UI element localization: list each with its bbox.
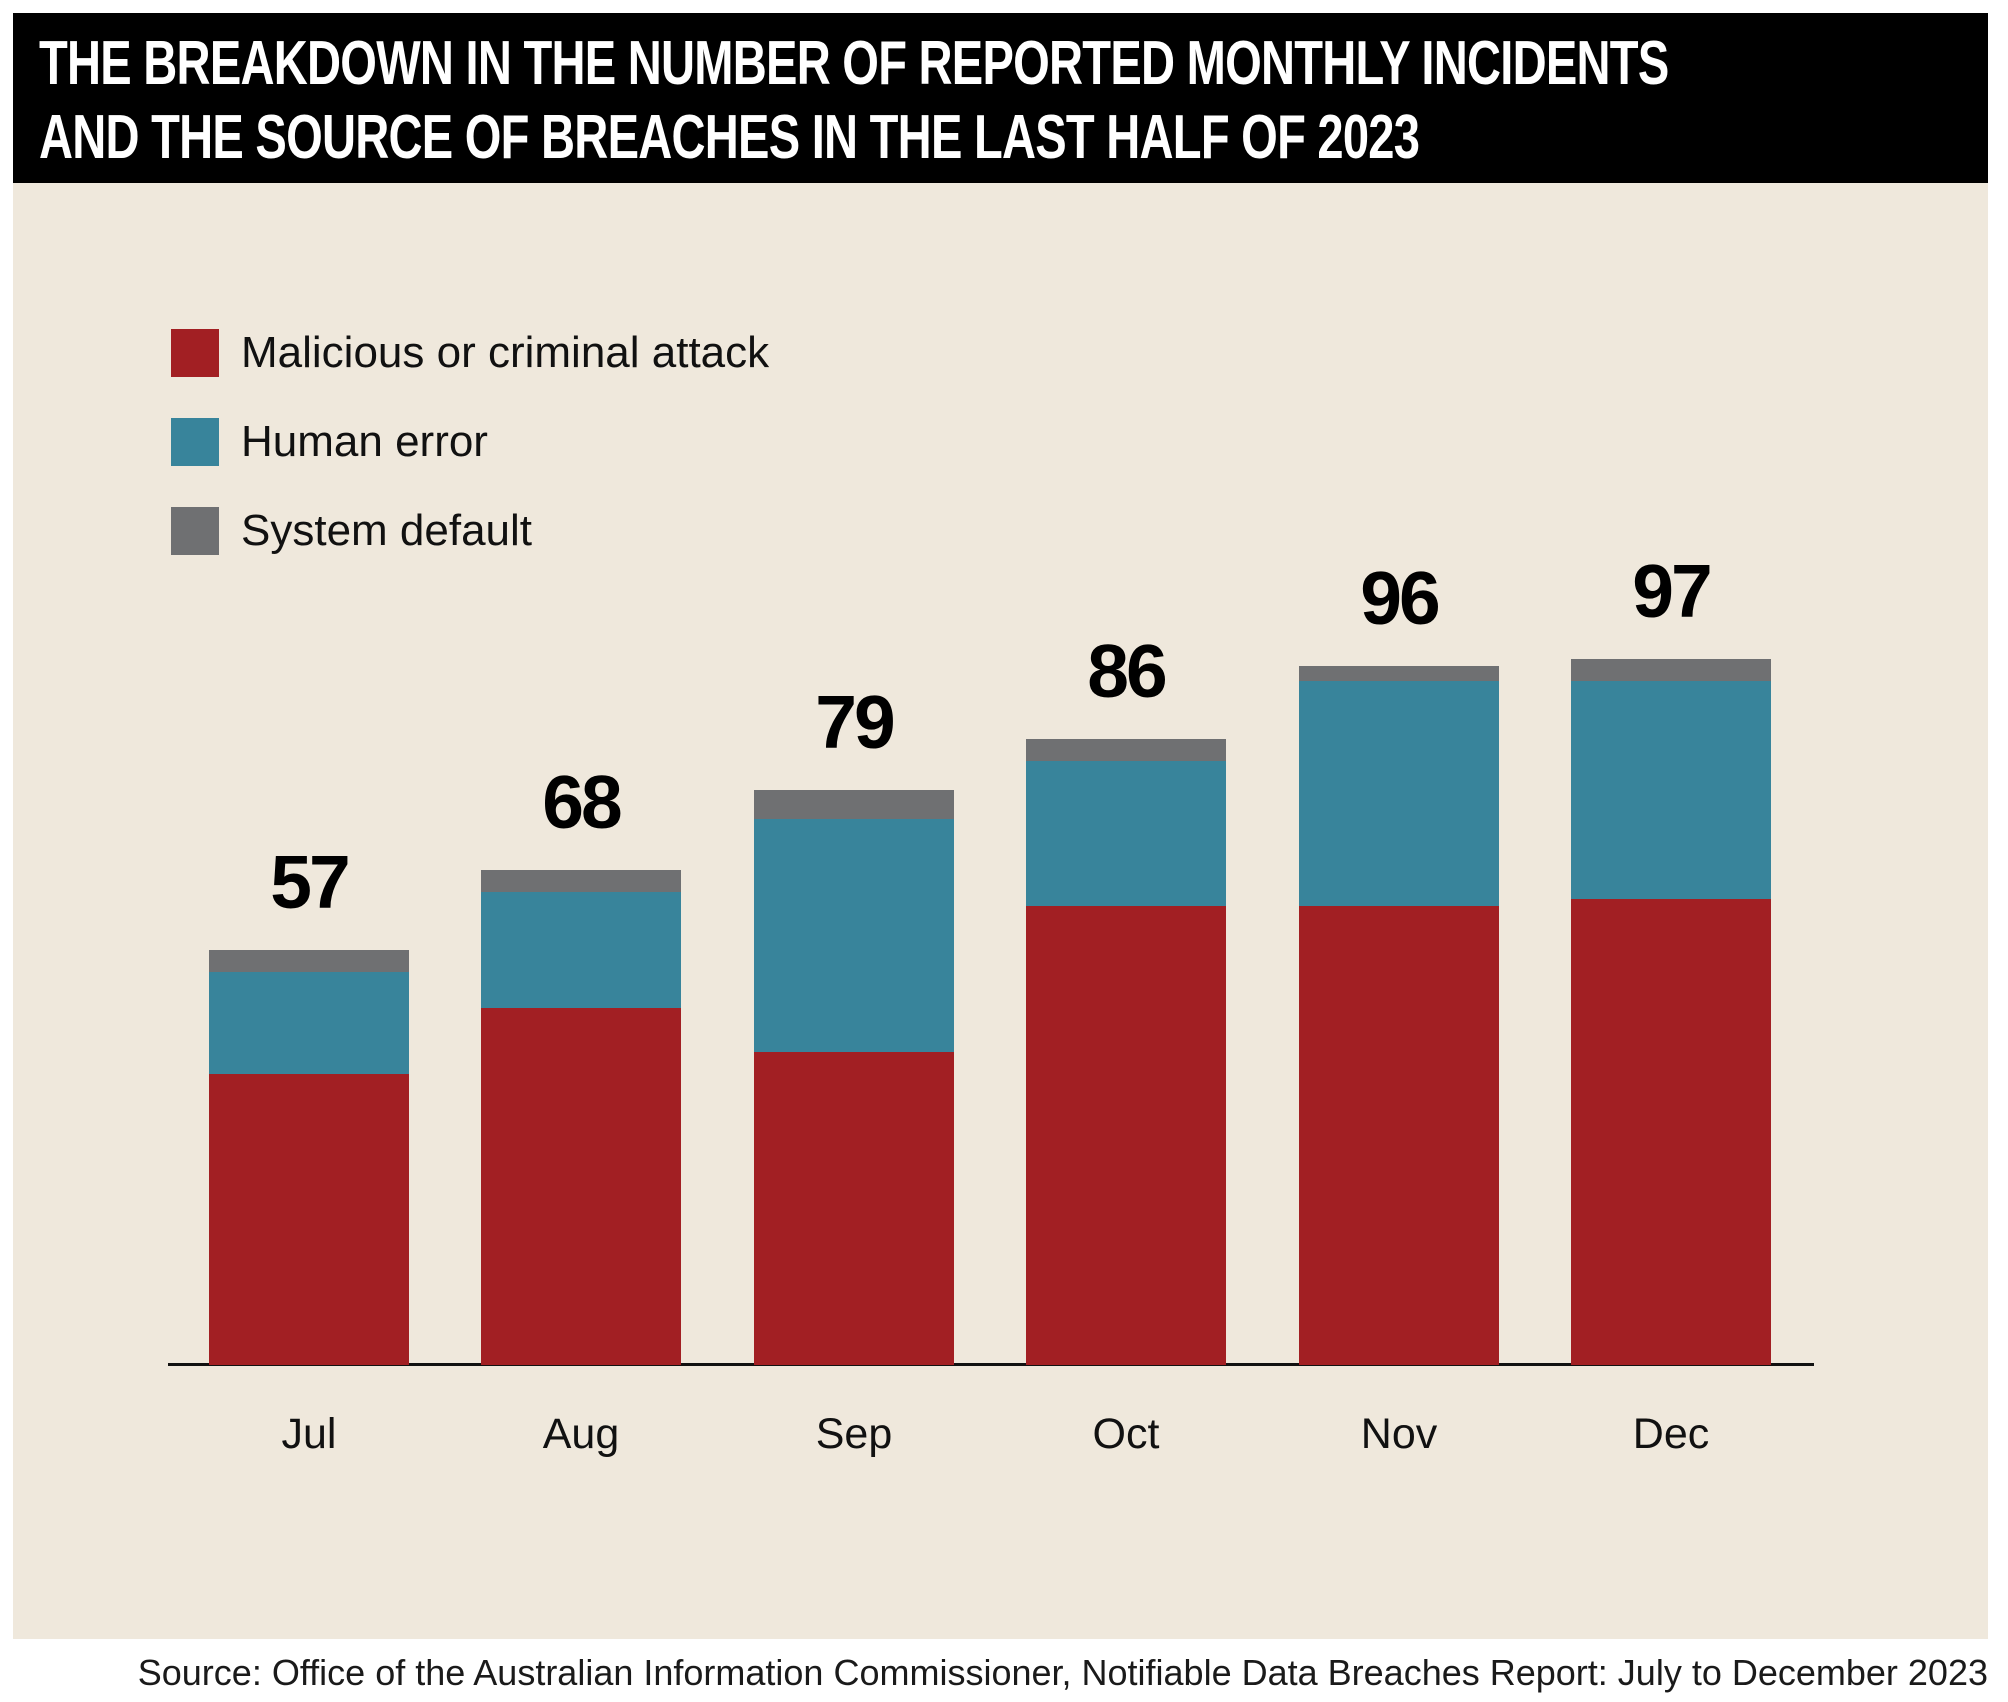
legend-item-malicious: Malicious or criminal attack [171,329,769,377]
legend-item-system-default: System default [171,507,769,555]
title-text-block: THE BREAKDOWN IN THE NUMBER OF REPORTED … [13,13,1988,175]
chart-panel: Malicious or criminal attack Human error… [13,183,1988,1639]
legend-label-malicious: Malicious or criminal attack [241,328,770,377]
legend-swatch-human-error [171,418,219,466]
legend-label-system-default: System default [241,506,533,555]
legend: Malicious or criminal attack Human error… [171,329,769,596]
legend-item-human-error: Human error [171,418,769,466]
legend-swatch-malicious [171,329,219,377]
title-line-1: THE BREAKDOWN IN THE NUMBER OF REPORTED … [39,29,1669,98]
legend-label-human-error: Human error [241,417,488,466]
title-line-2: AND THE SOURCE OF BREACHES IN THE LAST H… [39,103,1420,172]
legend-swatch-system-default [171,507,219,555]
title-bar: THE BREAKDOWN IN THE NUMBER OF REPORTED … [13,13,1988,183]
source-note: Source: Office of the Australian Informa… [137,1652,1988,1693]
